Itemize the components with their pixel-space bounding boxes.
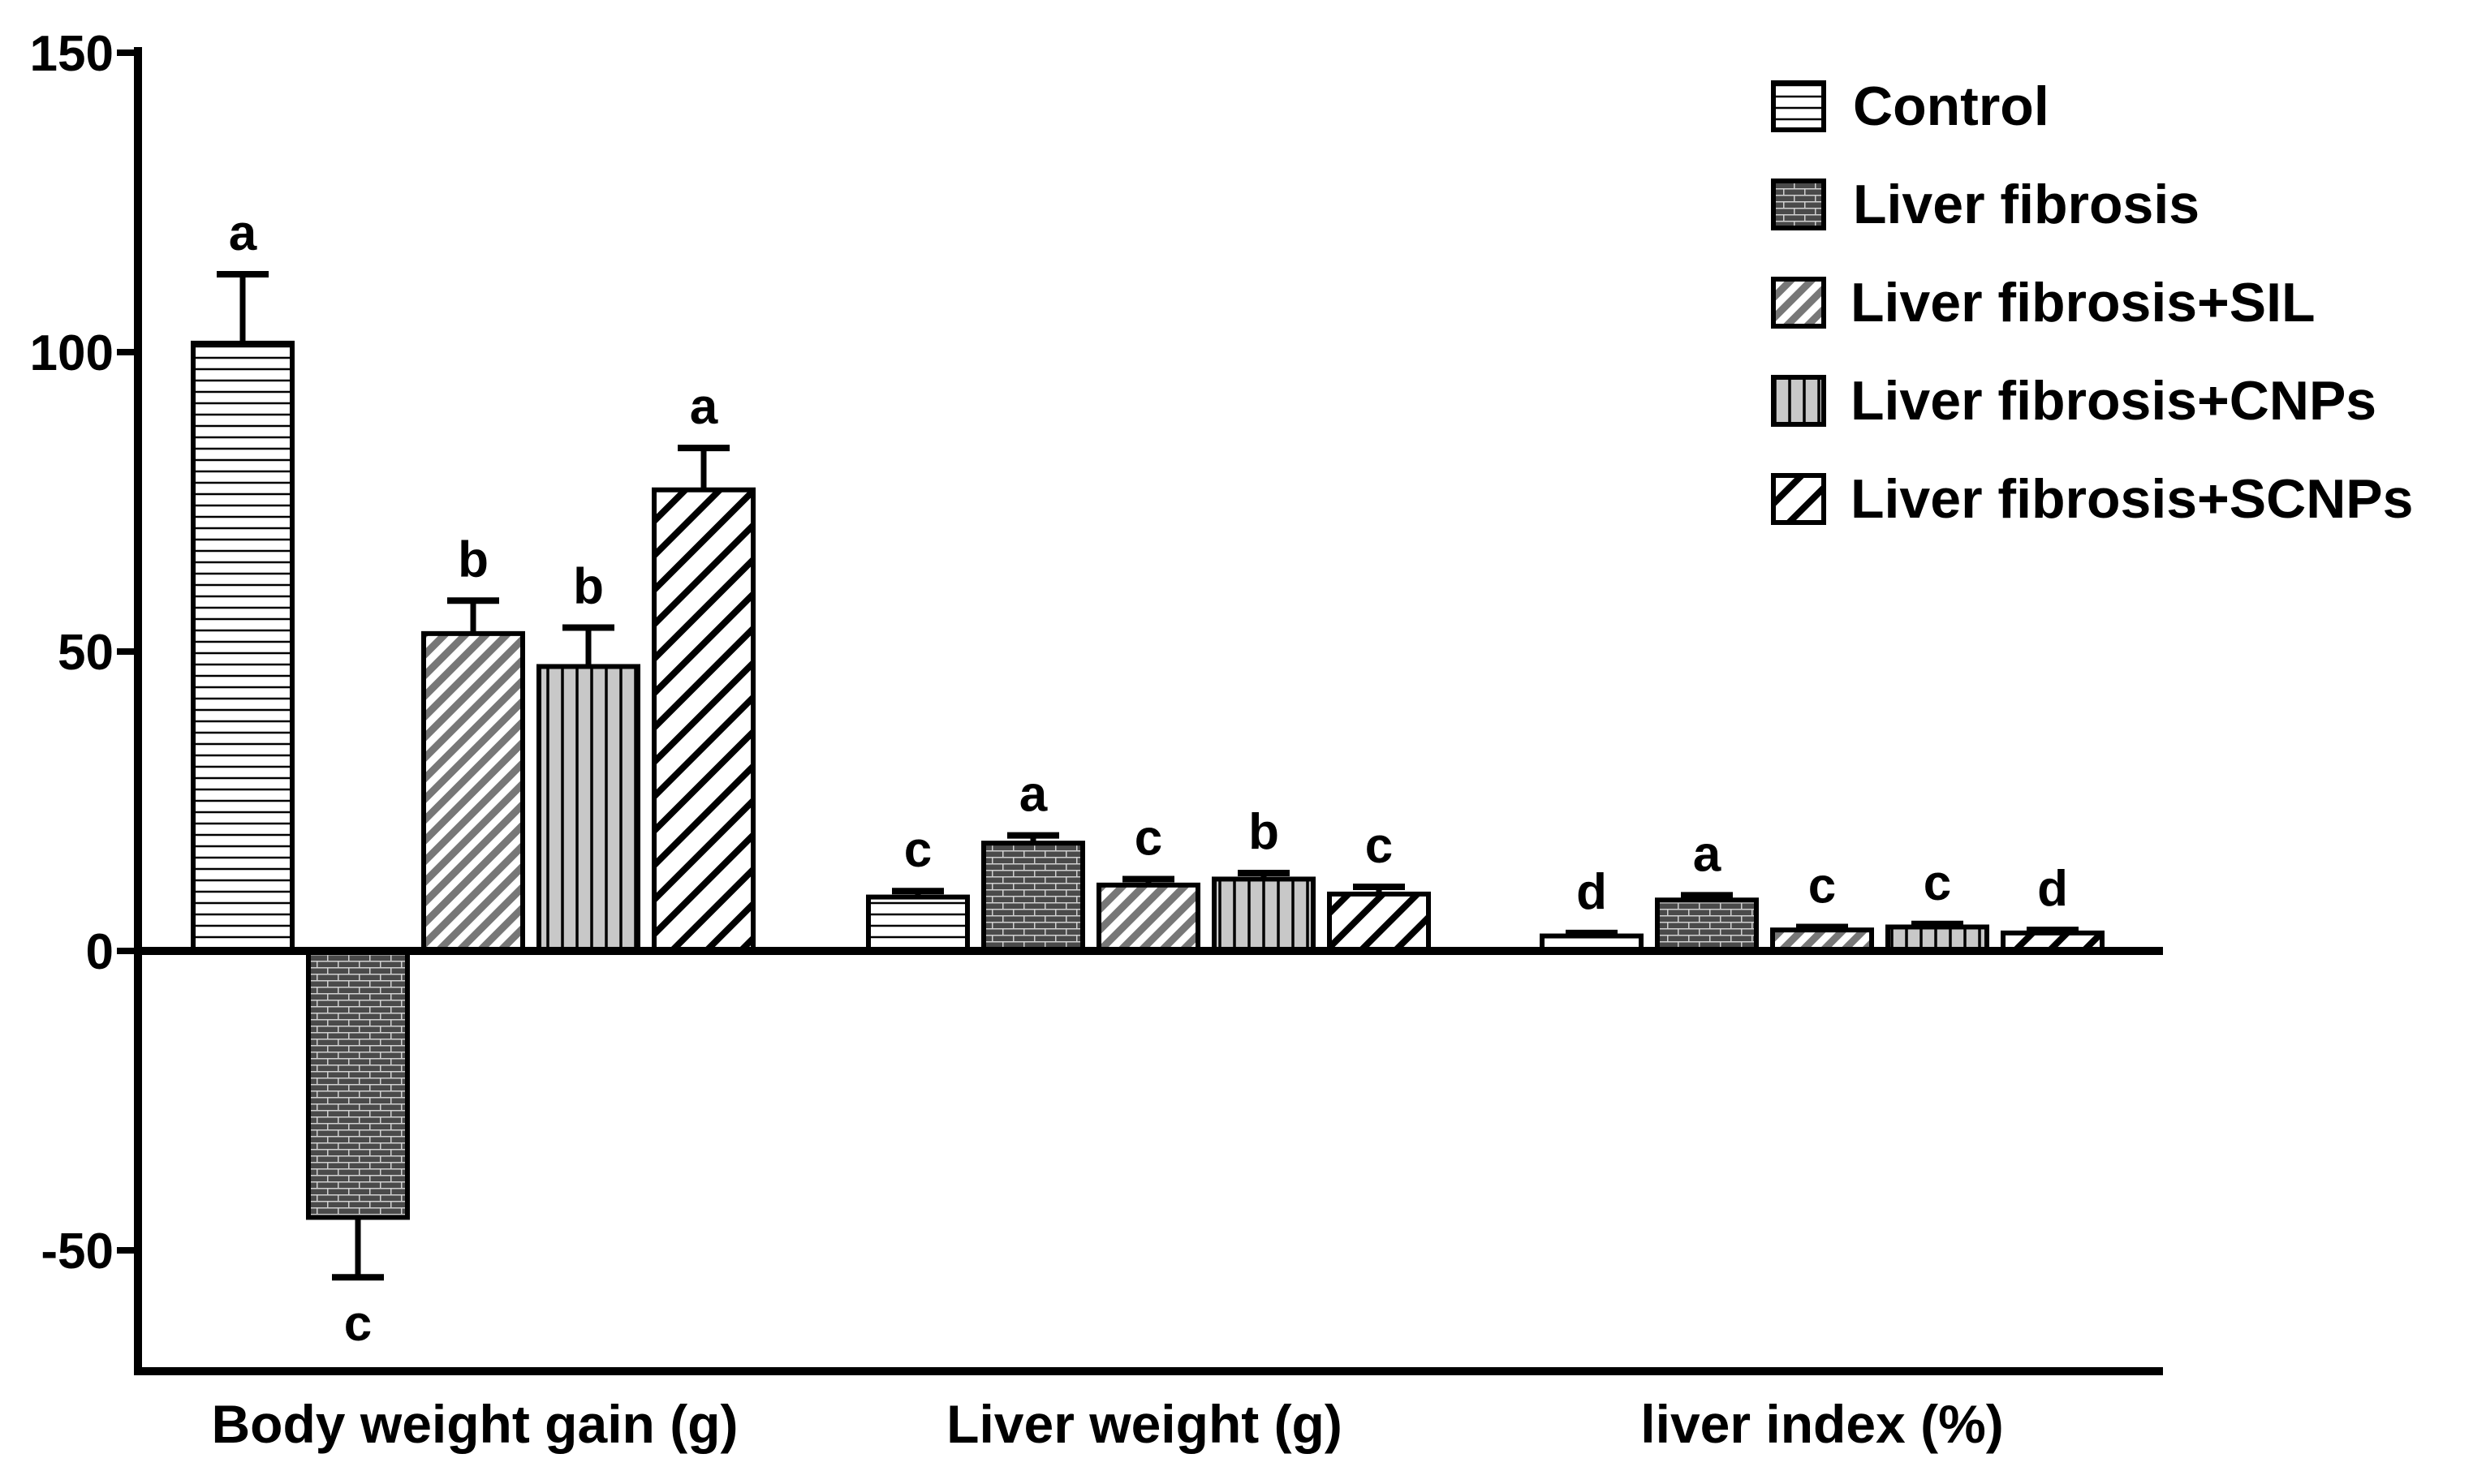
category-label: liver index (%) — [1640, 1394, 2003, 1454]
legend-label: Liver fibrosis+SIL — [1850, 272, 2316, 333]
legend-label: Liver fibrosis — [1853, 174, 2199, 235]
y-tick-label: -50 — [41, 1224, 114, 1280]
category-label: Liver weight (g) — [946, 1394, 1342, 1454]
legend-swatch — [1771, 80, 1826, 132]
y-tick-label: 0 — [86, 924, 114, 980]
bar — [1212, 876, 1316, 953]
significance-letter: c — [904, 822, 932, 878]
significance-letter: a — [229, 205, 257, 261]
significance-letter: b — [1248, 804, 1279, 860]
legend: Control Liver fibrosis Liver fibrosis+SIL L… — [1771, 75, 2413, 530]
bar — [536, 664, 640, 953]
legend-label: Control — [1853, 75, 2049, 137]
significance-letter: c — [1135, 810, 1162, 866]
bar — [866, 894, 970, 953]
legend-label: Liver fibrosis+CNPs — [1850, 370, 2376, 432]
bar — [652, 487, 756, 953]
significance-letter: c — [344, 1296, 372, 1352]
y-tick-label: 100 — [30, 325, 114, 381]
axes — [134, 47, 2163, 1375]
significance-letter: b — [458, 531, 489, 587]
significance-letter: c — [1808, 858, 1836, 914]
y-tick-label: 150 — [30, 26, 114, 82]
bar — [421, 630, 525, 953]
category-labels: Body weight gain (g) Liver weight (g) live… — [212, 1394, 2004, 1454]
y-ticks: -50 0 50 100 150 — [30, 26, 138, 1280]
significance-letter: a — [1693, 826, 1721, 882]
bar — [1655, 897, 1759, 954]
y-tick-label: 50 — [58, 625, 114, 681]
legend-swatch — [1771, 375, 1826, 427]
legend-swatch — [1771, 473, 1826, 525]
legend-swatch — [1771, 179, 1826, 230]
bar — [981, 841, 1085, 954]
bar — [306, 948, 410, 1220]
significance-letter: c — [1365, 818, 1393, 874]
bar — [1327, 891, 1431, 954]
legend-label: Liver fibrosis+SCNPs — [1850, 468, 2413, 530]
significance-letter: a — [1019, 767, 1048, 823]
error-bars-layer — [217, 271, 2079, 1281]
bar — [191, 340, 295, 953]
bar — [1097, 882, 1200, 953]
significance-letter: d — [1576, 864, 1607, 920]
legend-swatch — [1771, 277, 1826, 329]
significance-letter: c — [1924, 855, 1951, 911]
significance-letter: a — [690, 379, 718, 435]
significance-letter: d — [2037, 861, 2068, 917]
category-label: Body weight gain (g) — [212, 1394, 739, 1454]
significance-letter: b — [573, 558, 604, 614]
significance-labels: a c b b a c a c b c d a c c d — [229, 205, 2068, 1352]
